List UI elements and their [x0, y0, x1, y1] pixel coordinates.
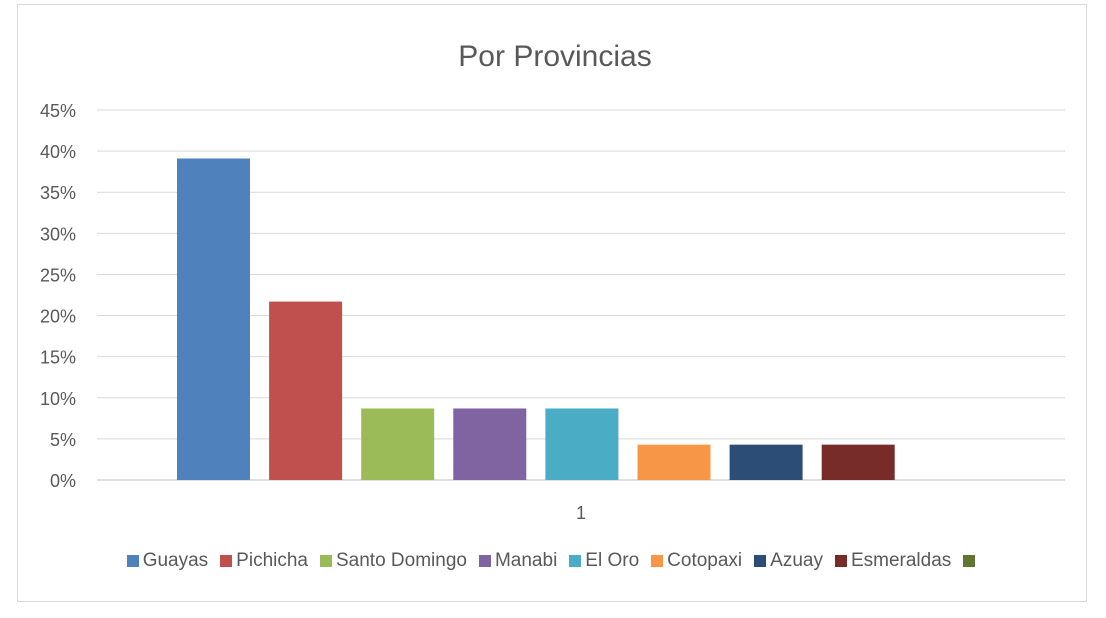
y-tick-label: 35% [40, 183, 76, 203]
legend-swatch [478, 555, 491, 567]
legend-swatch [754, 555, 767, 567]
y-tick-label: 15% [40, 348, 76, 368]
legend-item: Manabi [478, 550, 558, 572]
legend-label: Cotopaxi [667, 550, 743, 571]
legend-item: Azuay [754, 550, 823, 572]
legend-swatch [126, 555, 139, 567]
legend-label: Esmeraldas [850, 550, 952, 571]
y-tick-label: 40% [40, 142, 76, 162]
bar-esmeraldas [821, 444, 895, 480]
legend-swatch [651, 555, 664, 567]
legend-item [963, 550, 979, 572]
legend-swatch [963, 555, 976, 567]
legend-label: Pichicha [236, 550, 308, 571]
legend-label: Azuay [770, 550, 823, 571]
legend-label: Manabi [494, 550, 558, 571]
y-tick-label: 20% [40, 307, 76, 327]
bar-el-oro [545, 408, 619, 480]
legend-label: Santo Domingo [336, 550, 467, 571]
legend-swatch [220, 555, 233, 567]
x-tick-label: 1 [576, 503, 586, 523]
legend-item: Santo Domingo [320, 550, 467, 572]
y-tick-label: 10% [40, 389, 76, 409]
legend-swatch [569, 555, 582, 567]
y-tick-label: 45% [40, 101, 76, 121]
y-tick-label: 25% [40, 265, 76, 285]
legend-item: Esmeraldas [834, 550, 952, 572]
chart-title: Por Provincias [458, 40, 651, 73]
legend-item: El Oro [569, 550, 639, 572]
legend: Guayas Pichicha Santo Domingo Manabi El Oro C… [0, 550, 1106, 572]
y-tick-label: 30% [40, 224, 76, 244]
legend-label: Guayas [142, 550, 209, 571]
legend-swatch [834, 555, 847, 567]
bar-cotopaxi [637, 444, 711, 480]
bar-manabi [453, 408, 527, 480]
bar-santo-domingo [361, 408, 435, 480]
y-tick-label: 0% [50, 471, 76, 491]
y-tick-label: 5% [50, 430, 76, 450]
bar-pichicha [269, 301, 343, 480]
chart-frame [17, 4, 1087, 602]
legend-item: Guayas [126, 550, 209, 572]
bar-azuay [729, 444, 803, 480]
legend-label: El Oro [585, 550, 640, 571]
legend-item: Pichicha [220, 550, 308, 572]
bar-guayas [177, 158, 250, 480]
legend-swatch [320, 555, 332, 567]
legend-item: Cotopaxi [651, 550, 742, 572]
